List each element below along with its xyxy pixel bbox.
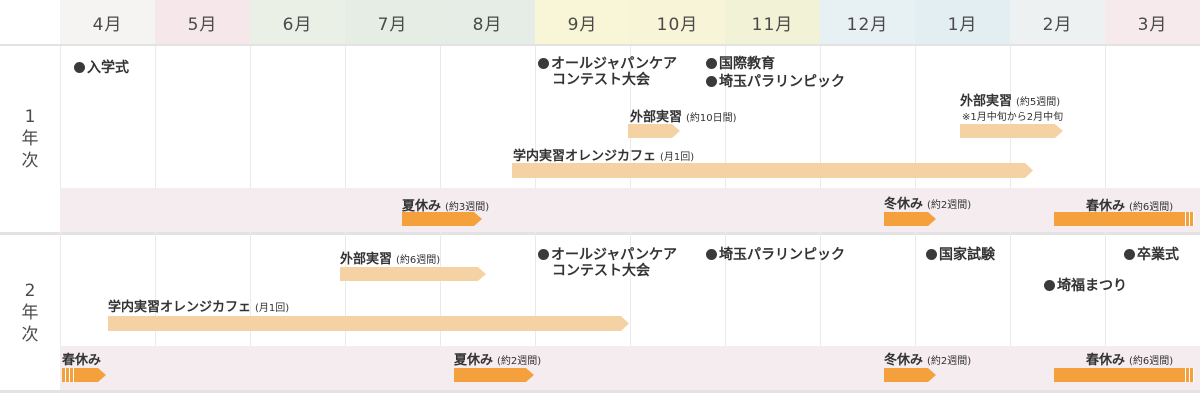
year2-external-training-6w-label: 外部実習 (約6週間)	[340, 252, 441, 267]
year2-orange-cafe-bar	[108, 316, 629, 331]
bullet-icon	[1124, 249, 1135, 260]
year1-external-training-10d-bar	[628, 124, 680, 138]
month-header-cell: 9月	[535, 0, 630, 44]
year1-external-training-note: ※1月中旬から2月中旬	[962, 112, 1064, 123]
month-header-cell: 6月	[250, 0, 345, 44]
year1-external-training-10d-label: 外部実習 (約10日間)	[630, 110, 737, 125]
year2-winter-break-label: 冬休み (約2週間)	[884, 353, 972, 368]
year2-spring-break-bar	[1054, 368, 1194, 382]
event-graduation: 卒業式	[1124, 247, 1179, 263]
continuation-stripes	[62, 368, 74, 382]
continuation-stripes	[1182, 212, 1194, 226]
year2-summer-break-label: 夏休み (約2週間)	[454, 353, 542, 368]
year2-spring-break-label: 春休み (約6週間)	[1086, 353, 1174, 368]
year2-summer-break-bar	[454, 368, 534, 382]
month-header-cell: 7月	[345, 0, 440, 44]
header-divider	[0, 44, 1200, 46]
year1-external-training-5w-label: 外部実習 (約5週間)	[960, 94, 1061, 109]
year1-external-training-5w-bar	[960, 124, 1063, 138]
year2-vacation-band	[60, 346, 1200, 390]
event-saifuku-festival: 埼福まつり	[1044, 278, 1127, 294]
bullet-icon	[74, 62, 85, 73]
year2-winter-break-bar	[884, 368, 936, 382]
year2-external-training-6w-bar	[340, 267, 486, 281]
year1-summer-break-label: 夏休み (約3週間)	[402, 199, 490, 214]
event-national-exam: 国家試験	[926, 247, 995, 263]
event-intl-education: 国際教育	[706, 56, 775, 72]
year1-vacation-band	[60, 188, 1200, 232]
month-header-cell: 2月	[1010, 0, 1105, 44]
year-divider	[0, 232, 1200, 235]
year2-spring-break-start-label: 春休み	[62, 353, 102, 368]
bullet-icon	[706, 76, 717, 87]
year1-winter-break-bar	[884, 212, 936, 226]
month-header-cell: 10月	[630, 0, 725, 44]
month-header-cell: 8月	[440, 0, 535, 44]
month-header-cell: 4月	[60, 0, 155, 44]
year1-spring-break-label: 春休み (約6週間)	[1086, 199, 1174, 214]
year1-winter-break-label: 冬休み (約2週間)	[884, 197, 972, 212]
bullet-icon	[538, 249, 549, 260]
year1-orange-cafe-label: 学内実習オレンジカフェ (月1回)	[513, 149, 695, 164]
bullet-icon	[538, 58, 549, 69]
event-all-japan-care-contest: オールジャパンケア コンテスト大会	[538, 247, 677, 279]
year2-spring-break-start-bar	[62, 368, 106, 382]
month-header-cell: 3月	[1105, 0, 1200, 44]
bullet-icon	[1044, 280, 1055, 291]
event-entrance-ceremony: 入学式	[74, 60, 129, 76]
event-all-japan-care-contest: オールジャパンケア コンテスト大会	[538, 56, 677, 88]
bullet-icon	[706, 58, 717, 69]
bottom-divider	[0, 390, 1200, 393]
month-header-cell: 12月	[820, 0, 915, 44]
month-header-cell: 1月	[915, 0, 1010, 44]
month-header-cell: 11月	[725, 0, 820, 44]
event-saitama-paralympics: 埼玉パラリンピック	[706, 74, 845, 90]
bullet-icon	[926, 249, 937, 260]
year1-spring-break-bar	[1054, 212, 1194, 226]
year1-orange-cafe-bar	[512, 163, 1033, 178]
event-saitama-paralympics: 埼玉パラリンピック	[706, 247, 845, 263]
month-header-cell: 5月	[155, 0, 250, 44]
bullet-icon	[706, 249, 717, 260]
year2-orange-cafe-label: 学内実習オレンジカフェ (月1回)	[108, 300, 290, 315]
continuation-stripes	[1182, 368, 1194, 382]
year1-summer-break-bar	[402, 212, 482, 226]
